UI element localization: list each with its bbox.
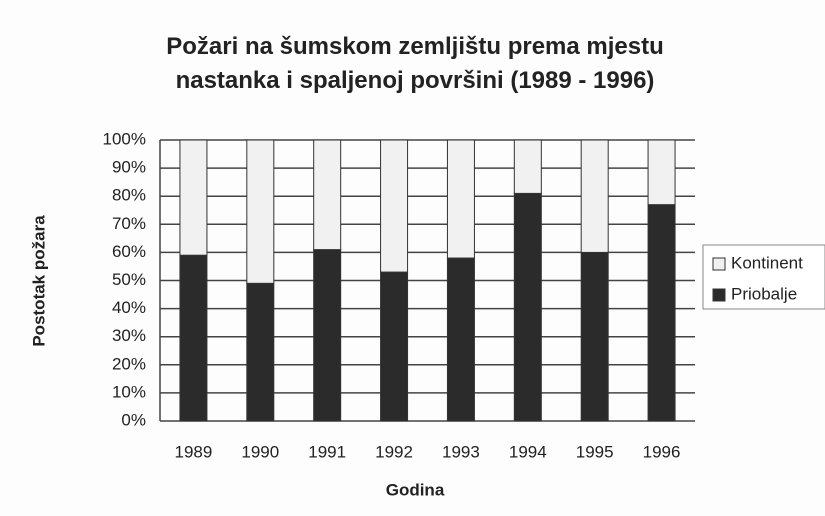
y-tick-label: 100%	[103, 129, 146, 148]
y-axis-label: Postotak požara	[29, 215, 48, 347]
bar-segment	[580, 139, 609, 253]
bar-segment	[446, 139, 475, 259]
y-tick-label: 40%	[112, 298, 146, 317]
chart-title: Požari na šumskom zemljištu prema mjestu…	[166, 33, 664, 94]
bar-segment	[513, 139, 542, 194]
x-tick-label: 1993	[442, 442, 480, 461]
y-tick-label: 60%	[112, 242, 146, 261]
x-axis-label: Godina	[386, 480, 445, 499]
bar-segment	[380, 139, 409, 273]
y-tick-label: 0%	[121, 410, 146, 429]
bar-segment	[179, 139, 208, 256]
x-tick-label: 1990	[241, 442, 279, 461]
x-tick-label: 1994	[509, 442, 547, 461]
bar-segment	[179, 254, 208, 422]
y-tick-label: 20%	[112, 354, 146, 373]
bar-segment	[580, 251, 609, 422]
legend-label: Priobalje	[731, 284, 797, 303]
x-tick-label: 1995	[576, 442, 614, 461]
bar-segment	[246, 139, 275, 284]
legend-label: Kontinent	[731, 253, 803, 272]
bar-segment	[446, 257, 475, 422]
bar-segment	[647, 139, 676, 206]
y-tick-label: 90%	[112, 158, 146, 177]
bar-segment	[313, 139, 342, 251]
y-tick-label: 50%	[112, 270, 146, 289]
bar-segment	[380, 271, 409, 422]
bar-segment	[313, 249, 342, 422]
y-tick-label: 30%	[112, 326, 146, 345]
bar-segment	[513, 192, 542, 422]
x-tick-label: 1989	[175, 442, 213, 461]
y-tick-label: 80%	[112, 186, 146, 205]
x-tick-label: 1996	[643, 442, 681, 461]
y-tick-label: 10%	[112, 382, 146, 401]
bar-segment	[647, 204, 676, 422]
legend-swatch	[712, 288, 726, 302]
legend-swatch	[712, 257, 726, 271]
y-tick-label: 70%	[112, 214, 146, 233]
x-tick-label: 1992	[375, 442, 413, 461]
x-tick-label: 1991	[308, 442, 346, 461]
bar-segment	[246, 282, 275, 422]
